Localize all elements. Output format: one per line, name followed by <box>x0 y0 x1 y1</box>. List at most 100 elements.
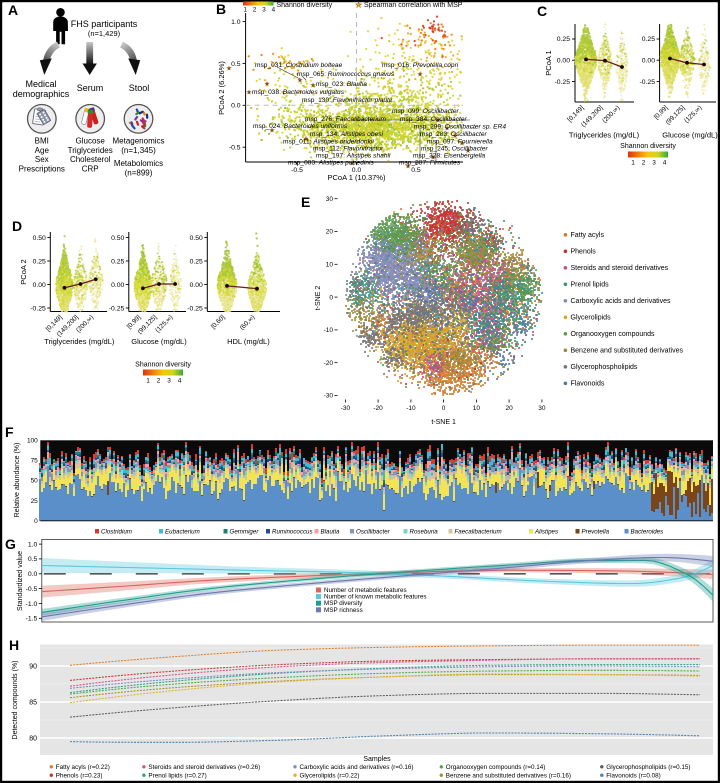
svg-text:3: 3 <box>262 7 266 14</box>
svg-text:Triglycerides (mg/dL): Triglycerides (mg/dL) <box>44 337 115 346</box>
svg-text:Organooxygen compounds (r=0.14: Organooxygen compounds (r=0.14) <box>446 764 546 771</box>
svg-text:★: ★ <box>465 147 471 155</box>
svg-text:0.50: 0.50 <box>111 235 124 242</box>
svg-text:-30: -30 <box>341 405 351 412</box>
svg-text:0.00: 0.00 <box>190 282 203 289</box>
svg-text:Eubacterium: Eubacterium <box>165 529 200 536</box>
svg-text:msp_112: Flavonifractor: msp_112: Flavonifractor <box>313 146 384 153</box>
svg-text:Samples: Samples <box>363 756 391 763</box>
svg-text:1.0: 1.0 <box>28 541 38 548</box>
svg-text:Medical: Medical <box>25 79 56 89</box>
svg-text:★: ★ <box>246 89 252 97</box>
svg-text:-20: -20 <box>373 405 383 412</box>
svg-text:Prescriptions: Prescriptions <box>19 165 65 174</box>
svg-text:t-SNE 1: t-SNE 1 <box>431 419 456 426</box>
svg-text:Faecalibacterium: Faecalibacterium <box>455 529 502 536</box>
svg-text:Number of metabolic features: Number of metabolic features <box>324 587 407 594</box>
svg-text:msp_016: Prevotella copri: msp_016: Prevotella copri <box>382 62 459 69</box>
svg-text:BMI: BMI <box>35 136 49 145</box>
svg-text:(n=1,429): (n=1,429) <box>88 29 121 38</box>
svg-text:msp_023: Blautia: msp_023: Blautia <box>316 81 367 88</box>
svg-text:30: 30 <box>538 405 546 412</box>
svg-text:Shannon diversity: Shannon diversity <box>620 143 676 150</box>
svg-text:msp_130: Flavonifractor plauti: msp_130: Flavonifractor plautii <box>302 97 392 104</box>
svg-text:Benzene and substituted deriva: Benzene and substituted derivatives <box>571 348 684 355</box>
svg-text:-0.25: -0.25 <box>640 79 656 86</box>
svg-text:-0.25: -0.25 <box>555 79 571 86</box>
svg-text:10: 10 <box>473 405 481 412</box>
svg-text:Glucose: Glucose <box>76 136 106 145</box>
svg-text:★: ★ <box>435 117 441 125</box>
svg-text:★: ★ <box>355 1 362 10</box>
svg-text:Cholesterol: Cholesterol <box>70 155 111 164</box>
svg-text:Metagenomics: Metagenomics <box>112 136 164 145</box>
svg-text:Phenols (r=0.23): Phenols (r=0.23) <box>56 772 103 779</box>
svg-text:30: 30 <box>326 196 334 203</box>
svg-text:Fatty acyls: Fatty acyls <box>571 232 605 239</box>
svg-text:CRP: CRP <box>82 165 99 174</box>
svg-text:3: 3 <box>167 378 171 385</box>
svg-text:★: ★ <box>349 160 355 168</box>
svg-text:Shannon diversity: Shannon diversity <box>135 362 191 369</box>
svg-text:-0.25: -0.25 <box>187 305 203 312</box>
svg-text:★: ★ <box>264 80 270 88</box>
svg-text:A: A <box>8 2 18 18</box>
svg-text:E: E <box>301 194 310 210</box>
svg-text:4: 4 <box>178 378 182 385</box>
svg-text:★: ★ <box>303 135 309 143</box>
svg-text:Flavonoids: Flavonoids <box>571 381 605 388</box>
svg-text:msp_083: Alistipes putredinis: msp_083: Alistipes putredinis <box>288 160 374 167</box>
svg-text:msp_031: Clostridium bolteae: msp_031: Clostridium bolteae <box>255 62 343 69</box>
svg-text:★: ★ <box>417 71 423 79</box>
svg-text:★: ★ <box>452 132 458 140</box>
svg-text:Flavonoids (r=0.08): Flavonoids (r=0.08) <box>606 772 660 779</box>
svg-text:PCoA 1 (10.37%): PCoA 1 (10.37%) <box>328 173 386 182</box>
svg-text:Triglycerides (mg/dL): Triglycerides (mg/dL) <box>569 131 640 140</box>
svg-text:★: ★ <box>297 77 303 85</box>
svg-text:-0.5: -0.5 <box>291 167 303 174</box>
svg-text:Glucose (mg/dL): Glucose (mg/dL) <box>131 337 187 346</box>
svg-text:0: 0 <box>34 518 38 525</box>
svg-text:PCoA 2 (6.26%): PCoA 2 (6.26%) <box>217 61 226 115</box>
svg-text:Gemmiger: Gemmiger <box>230 529 260 536</box>
svg-text:-30: -30 <box>324 393 334 400</box>
svg-text:F: F <box>5 424 14 440</box>
svg-text:msp_328: Eisenbergiella: msp_328: Eisenbergiella <box>413 153 486 160</box>
svg-text:Ruminococcus: Ruminococcus <box>272 529 313 536</box>
svg-text:90: 90 <box>29 663 37 670</box>
svg-text:msp_283: Oscillibacter: msp_283: Oscillibacter <box>420 131 488 138</box>
svg-text:t-SNE 2: t-SNE 2 <box>315 286 322 311</box>
svg-text:D: D <box>12 218 22 234</box>
svg-text:-10: -10 <box>406 405 416 412</box>
svg-text:-0.5: -0.5 <box>229 145 241 152</box>
svg-text:4: 4 <box>663 160 667 167</box>
svg-text:★: ★ <box>405 163 411 171</box>
svg-text:PCoA 1: PCoA 1 <box>544 50 553 75</box>
svg-text:★: ★ <box>226 65 232 73</box>
svg-text:50: 50 <box>31 478 39 485</box>
svg-text:Shannon diversity: Shannon diversity <box>277 2 333 9</box>
svg-text:Organooxygen compounds: Organooxygen compounds <box>571 331 656 338</box>
svg-text:0.5: 0.5 <box>411 167 421 174</box>
svg-text:100: 100 <box>27 438 38 445</box>
svg-text:msp_299: Oscillibacter sp. ER4: msp_299: Oscillibacter sp. ER4 <box>414 124 506 131</box>
svg-text:B: B <box>216 1 226 17</box>
svg-text:0.50: 0.50 <box>33 235 46 242</box>
svg-text:80: 80 <box>29 735 37 742</box>
svg-text:msp_245: Oscillibacter: msp_245: Oscillibacter <box>421 146 489 153</box>
svg-text:Alistipes: Alistipes <box>534 529 558 536</box>
svg-text:Triglycerides: Triglycerides <box>68 146 113 155</box>
svg-text:Stool: Stool <box>129 83 150 93</box>
svg-text:Carboxylic acids and derivativ: Carboxylic acids and derivatives (r=0.16… <box>300 764 414 771</box>
svg-text:0.00: 0.00 <box>33 282 46 289</box>
svg-text:1: 1 <box>146 378 150 385</box>
svg-text:(n=1,345): (n=1,345) <box>121 146 156 155</box>
svg-text:Sex: Sex <box>35 155 49 164</box>
svg-text:Glycerophospholipids: Glycerophospholipids <box>571 364 638 371</box>
svg-text:msp_024: Bacteroides uniformis: msp_024: Bacteroides uniformis <box>253 123 348 130</box>
svg-text:demographics: demographics <box>13 89 70 99</box>
svg-text:-0.25: -0.25 <box>30 305 46 312</box>
svg-text:Bacteroides: Bacteroides <box>631 529 664 536</box>
svg-text:-1.5: -1.5 <box>26 616 38 623</box>
svg-text:Prenol lipids (r=0.27): Prenol lipids (r=0.27) <box>148 772 206 779</box>
